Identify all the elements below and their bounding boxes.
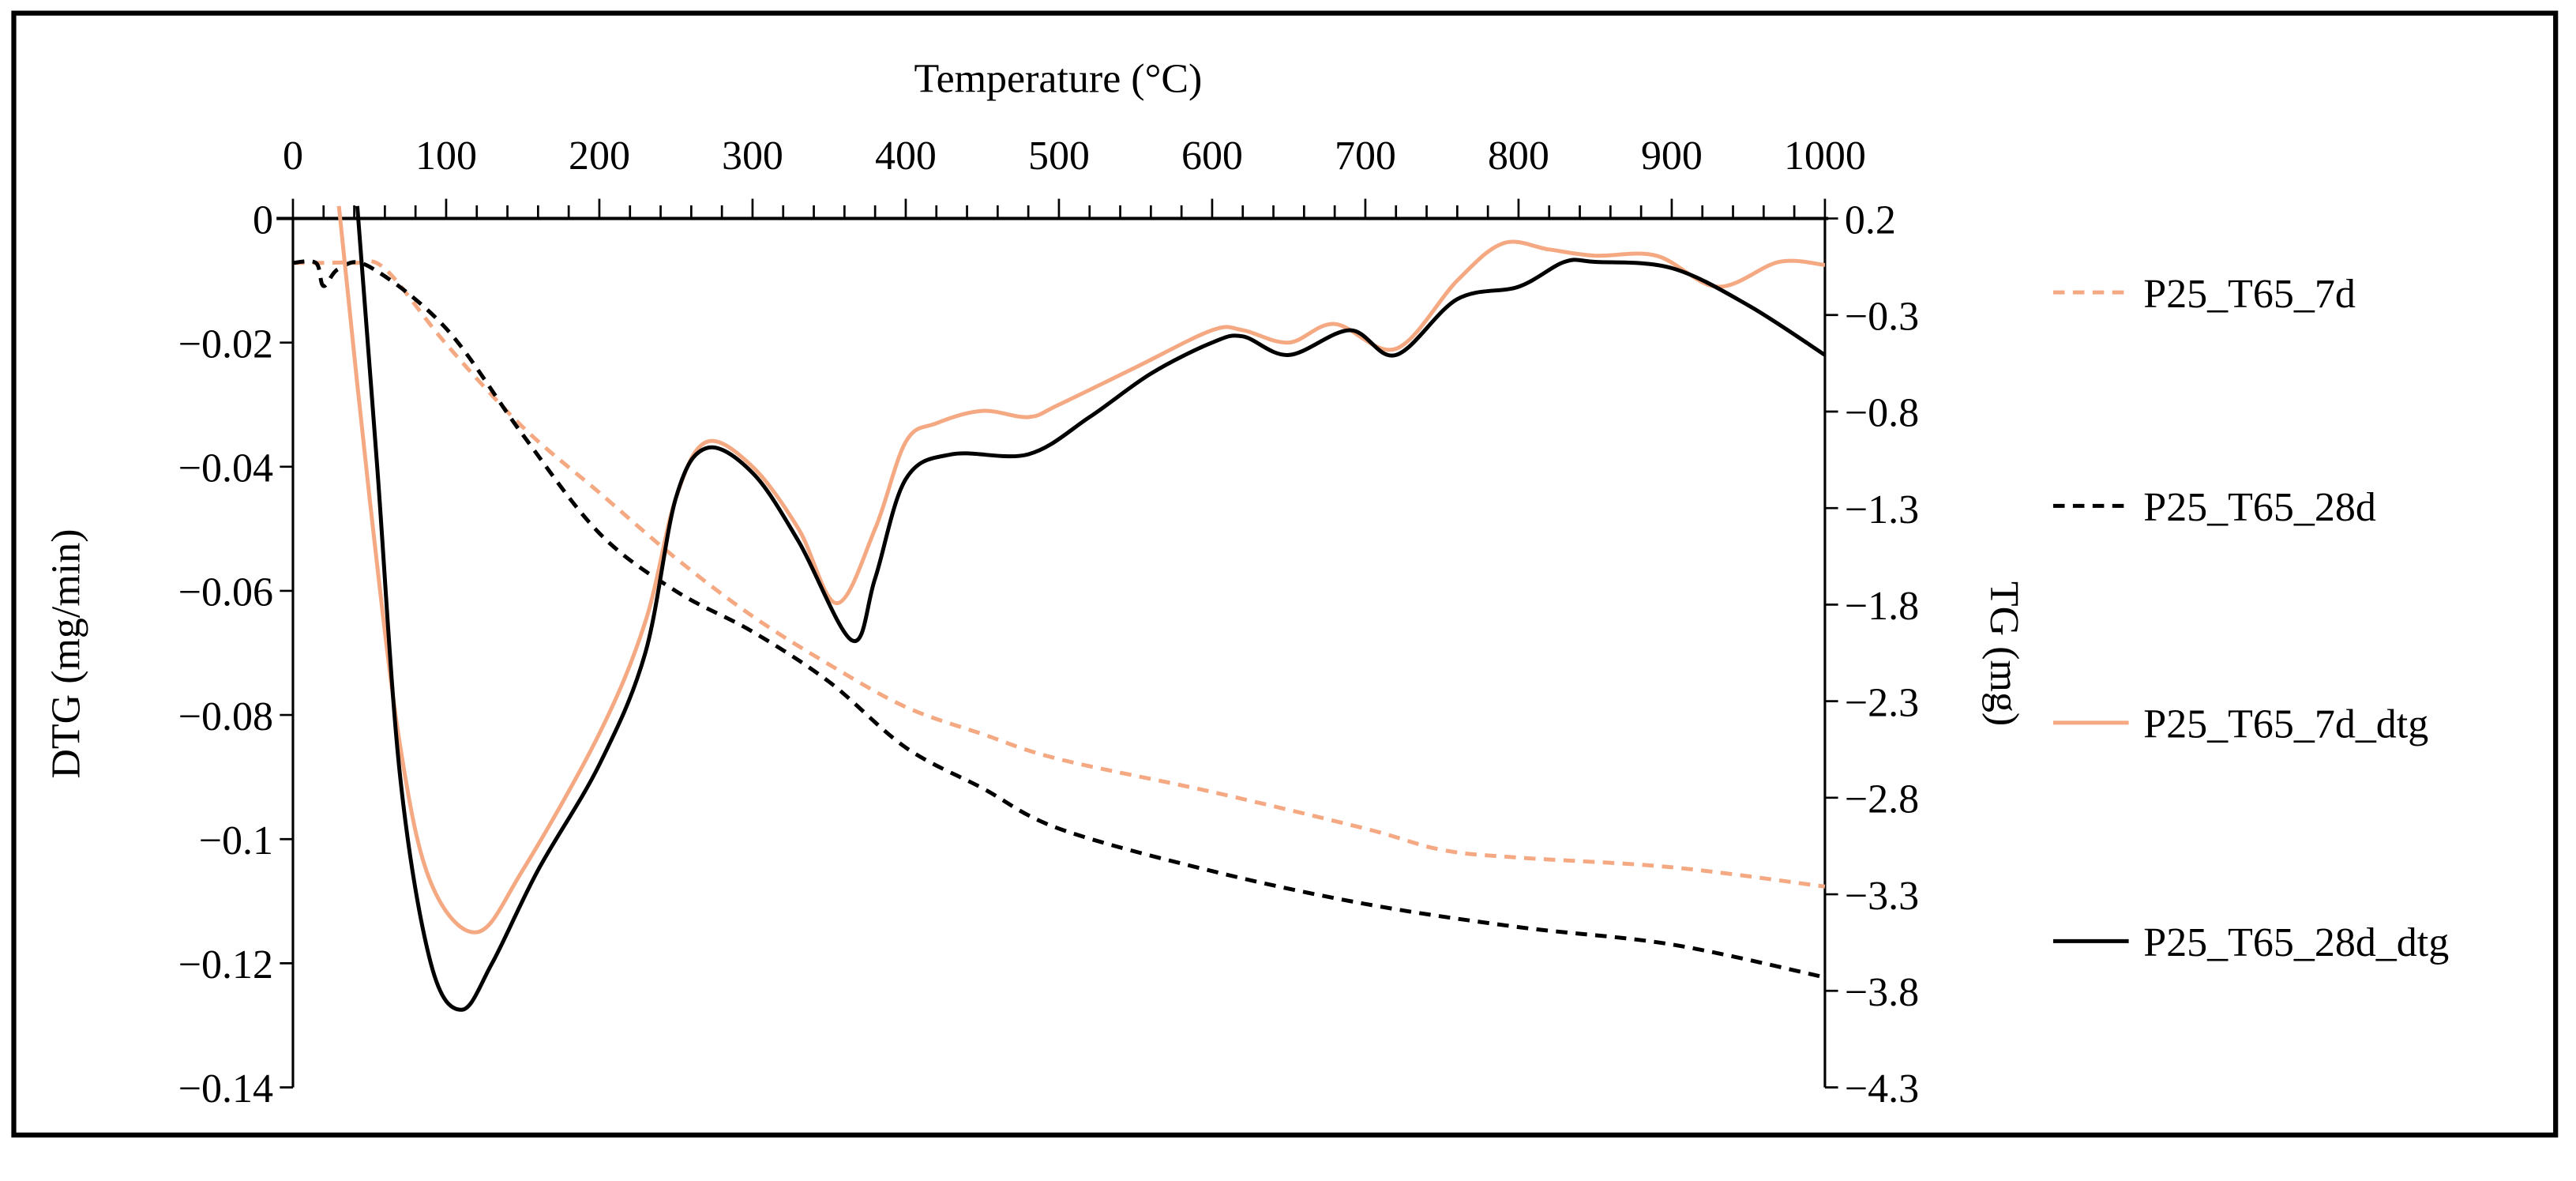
legend: P25_T65_7d P25_T65_28d P25_T65_7d_dtg P25_T… bbox=[2052, 272, 2449, 965]
x-tick-label: 0 bbox=[283, 134, 303, 179]
legend-label-p25-t65-7d: P25_T65_7d bbox=[2143, 272, 2356, 317]
y2-tick-label: −2.3 bbox=[1845, 680, 1919, 725]
legend-label-p25-t65-28d: P25_T65_28d bbox=[2143, 485, 2376, 530]
y2-tick-label: −3.3 bbox=[1845, 874, 1919, 919]
y2-tick-label: −2.8 bbox=[1845, 777, 1919, 822]
y-tick-label: −0.1 bbox=[199, 818, 273, 863]
series-line-p25-t65-28d bbox=[292, 259, 1826, 980]
series-line-p25-t65-7d-dtg bbox=[336, 205, 1826, 935]
y2-tick-label: −4.3 bbox=[1845, 1066, 1919, 1111]
y-tick-label: −0.02 bbox=[178, 322, 273, 367]
x-tick-label: 100 bbox=[415, 134, 477, 179]
y2-tick-label: −1.8 bbox=[1845, 584, 1919, 629]
y2-tick-label: −0.8 bbox=[1845, 391, 1919, 436]
x-tick-label: 800 bbox=[1488, 134, 1549, 179]
y-tick-label: −0.06 bbox=[178, 570, 273, 615]
y2-tick-label: −1.3 bbox=[1845, 487, 1919, 532]
x-axis-title: Temperature (°C) bbox=[914, 56, 1202, 101]
y-tick-label: −0.14 bbox=[178, 1066, 273, 1111]
y-axis-title: DTG (mg/min) bbox=[44, 528, 89, 778]
x-tick-label: 200 bbox=[569, 134, 630, 179]
legend-label-p25-t65-28d-dtg: P25_T65_28d_dtg bbox=[2143, 920, 2449, 965]
x-tick-label: 900 bbox=[1641, 134, 1703, 179]
x-tick-label: 400 bbox=[875, 134, 937, 179]
y2-tick-label: 0.2 bbox=[1845, 197, 1896, 243]
y2-axis-title: TG (mg) bbox=[1981, 581, 2026, 726]
axes: 0 100 200 300 400 500 600 700 800 900 1000 0 −0.02 −0… bbox=[178, 134, 1919, 1111]
y-tick-label: −0.12 bbox=[178, 942, 273, 987]
series-line-p25-t65-7d bbox=[292, 258, 1826, 889]
y2-tick-label: −3.8 bbox=[1845, 970, 1919, 1015]
x-tick-label: 1000 bbox=[1784, 134, 1866, 179]
x-tick-label: 700 bbox=[1335, 134, 1396, 179]
y2-tick-label: −0.3 bbox=[1845, 294, 1919, 339]
x-tick-label: 600 bbox=[1181, 134, 1243, 179]
y-tick-label: −0.04 bbox=[178, 446, 273, 491]
series-line-p25-t65-28d-dtg bbox=[355, 205, 1827, 1012]
figure-border bbox=[11, 10, 2559, 1138]
y-tick-label: −0.08 bbox=[178, 694, 273, 739]
legend-label-p25-t65-7d-dtg: P25_T65_7d_dtg bbox=[2143, 702, 2428, 747]
y-tick-label: 0 bbox=[253, 197, 273, 243]
x-tick-label: 300 bbox=[722, 134, 783, 179]
series-group bbox=[292, 205, 1827, 1012]
x-tick-label: 500 bbox=[1028, 134, 1090, 179]
